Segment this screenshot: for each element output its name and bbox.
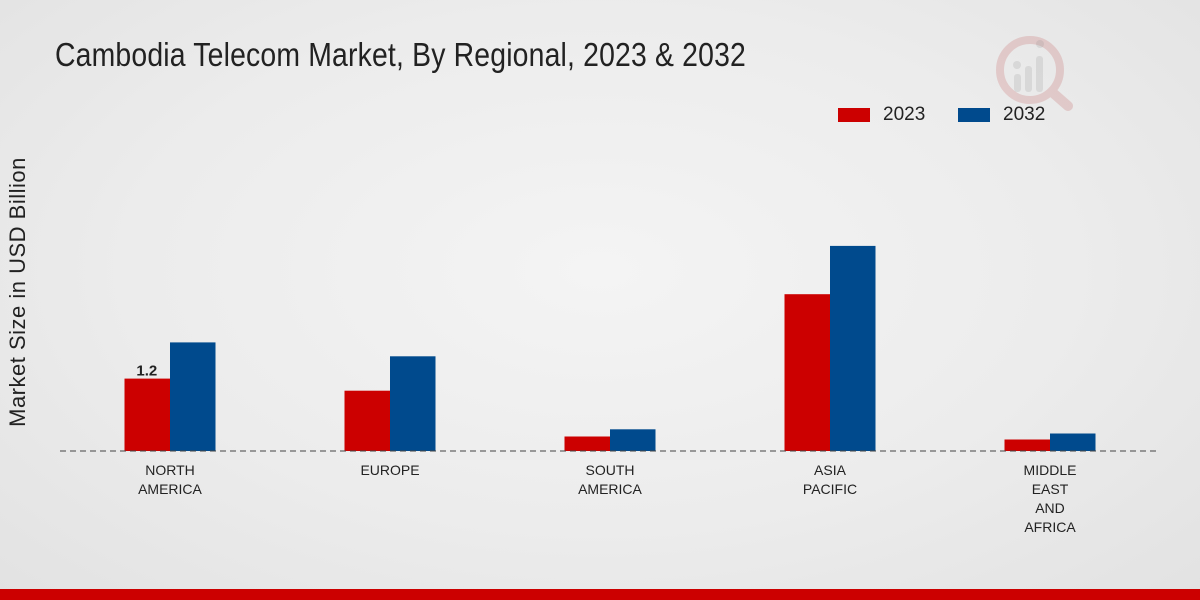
bar-north-america-2032	[170, 342, 216, 451]
bar-south-america-2032	[610, 429, 656, 451]
bar-europe-2023	[344, 390, 390, 451]
x-tick-label-europe: EUROPE	[360, 462, 419, 478]
bar-asia-pacific-2032	[830, 245, 876, 451]
legend-label-2023: 2023	[883, 104, 926, 125]
bar-middle-east-and-africa-2032	[1050, 433, 1096, 451]
x-tick-label-middle-east-and-africa: MIDDLE EAST AND AFRICA	[1024, 462, 1077, 535]
watermark-logo-icon	[996, 36, 1073, 111]
chart-title: Cambodia Telecom Market, By Regional, 20…	[55, 36, 746, 73]
legend-swatch-2032	[958, 108, 990, 122]
bar-north-america-2023	[124, 378, 170, 451]
legend-swatch-2023	[838, 108, 870, 122]
footer-bar	[0, 589, 1200, 600]
legend-item-2023: 2023	[838, 104, 925, 126]
bar-middle-east-and-africa-2023	[1004, 439, 1050, 451]
data-label-north-america-2023: 1.2	[136, 363, 157, 380]
x-tick-label-asia-pacific: ASIA PACIFIC	[803, 462, 857, 497]
legend-label-2032: 2032	[1003, 104, 1046, 125]
x-tick-label-north-america: NORTH AMERICA	[138, 462, 202, 497]
bar-asia-pacific-2023	[784, 294, 830, 451]
bar-south-america-2023	[564, 436, 610, 451]
bar-europe-2032	[390, 356, 436, 451]
x-tick-label-south-america: SOUTH AMERICA	[578, 462, 642, 497]
legend-item-2032: 2032	[958, 104, 1045, 126]
